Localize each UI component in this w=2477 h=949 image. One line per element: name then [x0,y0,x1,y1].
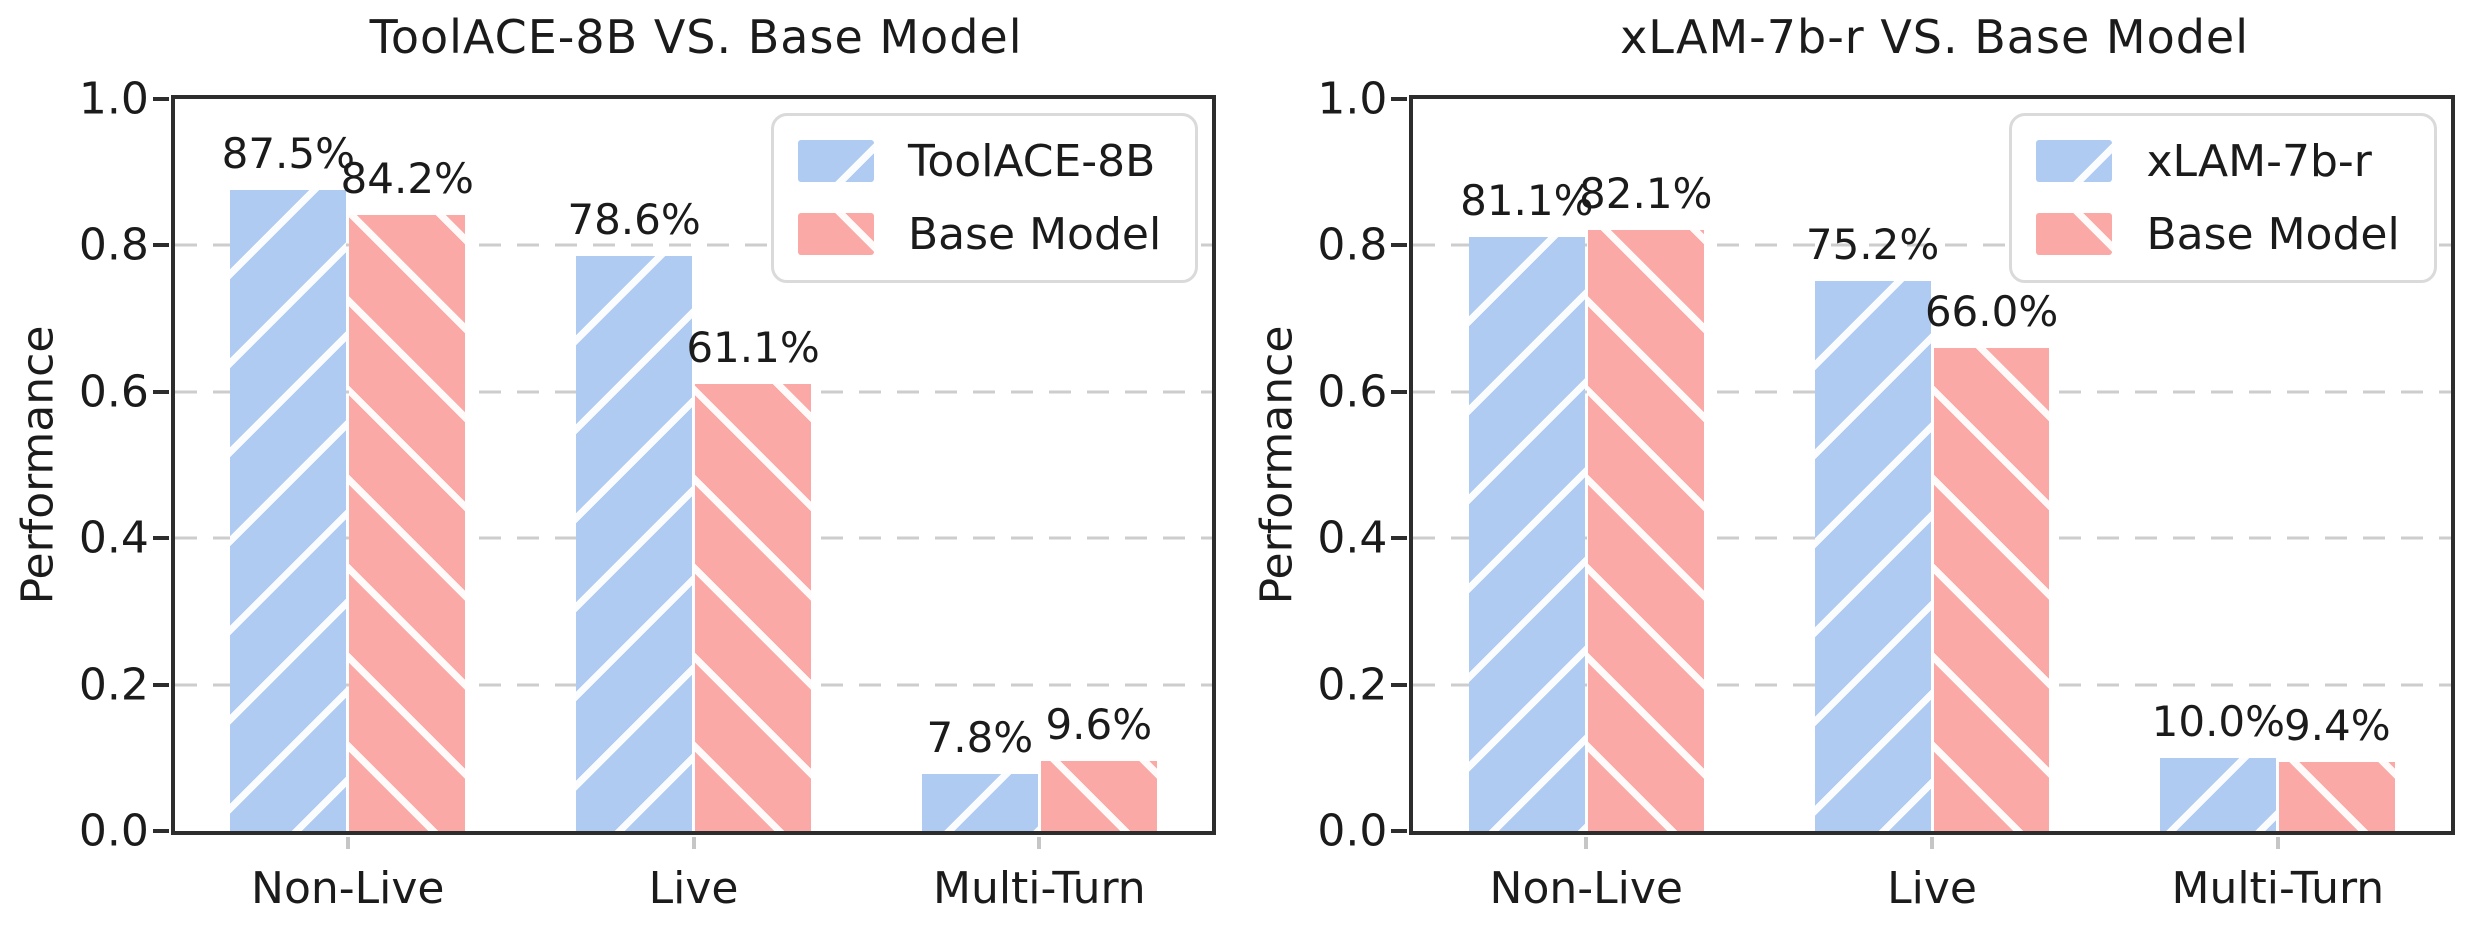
bar-value-label: 81.1% [1460,176,1594,226]
y-tick-mark [152,389,169,394]
y-tick-mark [1391,389,1408,394]
legend-label: Base Model [2146,208,2400,260]
y-tick-mark [152,243,169,248]
y-tick-label: 0.2 [78,659,149,711]
x-tick-mark [1584,837,1589,850]
chart-panel-toolace: ToolACE-8B VS. Base Model Performance 0.0 0… [12,10,1217,914]
grid-line [174,390,1213,394]
legend-swatch-toolace-8b [797,140,874,183]
plot-area: 0.0 0.2 0.4 0.6 0.8 1.0 Non-Live 87.5% 84.2% Live… [79,73,1217,914]
x-tick-label-live: Live [648,863,739,915]
y-tick-mark [152,829,169,834]
plot-area: 0.0 0.2 0.4 0.6 0.8 1.0 Non-Live 81.1% 82.1% Live… [1317,73,2455,914]
y-tick-mark [1391,243,1408,248]
y-tick-mark [1391,682,1408,687]
legend-label: xLAM-7b-r [2146,135,2372,187]
bar-xlam-7b-r-non-live [1468,237,1585,832]
bar-value-label: 9.4% [2283,701,2391,751]
x-tick-mark [1930,837,1935,850]
y-tick-label: 0.2 [1317,659,1388,711]
bar-value-label: 84.2% [340,153,474,203]
y-tick-label: 0.0 [78,805,149,857]
bar-base-model-live [1933,347,2050,832]
y-tick-label: 1.0 [1317,73,1388,125]
chart-title: xLAM-7b-r VS. Base Model [1620,10,2249,64]
y-tick-label: 0.8 [78,219,149,271]
x-tick-label-multi-turn: Multi-Turn [2171,863,2385,915]
y-axis-title: Performance [1251,325,1302,605]
bar-base-model-non-live [349,214,466,832]
bar-base-model-multi-turn [1040,760,1157,832]
y-tick-label: 0.4 [1317,512,1388,564]
x-tick-label-non-live: Non-Live [1489,863,1684,915]
x-tick-label-non-live: Non-Live [251,863,445,915]
bar-value-label: 75.2% [1805,219,1940,269]
legend-swatch-xlam-7b-r [2036,140,2113,183]
y-axis-title: Performance [12,325,64,605]
legend: ToolACE-8B Base Model [770,112,1199,283]
grid-line [174,683,1213,687]
grid-line [1413,243,2451,247]
grid-line [174,536,1213,540]
legend-item-base-model: Base Model [797,208,1162,260]
bar-toolace-8b-non-live [230,190,347,832]
bar-base-model-multi-turn [2279,762,2396,832]
x-tick-mark [345,837,350,850]
grid-line [1413,536,2451,540]
y-tick-label: 0.0 [1317,805,1388,857]
legend-item-toolace-8b: ToolACE-8B [797,135,1161,187]
bar-value-label: 87.5% [221,129,356,179]
y-tick-mark [152,96,169,101]
bar-value-label: 82.1% [1579,168,1713,218]
grid-line [1413,390,2451,394]
bar-value-label: 9.6% [1045,699,1153,749]
legend: xLAM-7b-r Base Model [2009,112,2437,283]
chart-panel-xlam: xLAM-7b-r VS. Base Model Performance 0.0 0.… [1239,0,2477,949]
y-tick-label: 0.6 [78,366,149,418]
x-tick-mark [2275,837,2280,850]
x-tick-label-live: Live [1887,863,1977,915]
y-tick-label: 0.6 [1317,366,1388,418]
y-tick-mark [1391,96,1408,101]
y-tick-label: 0.4 [78,512,149,564]
bar-xlam-7b-r-live [1814,280,1931,832]
legend-item-xlam-7b-r: xLAM-7b-r [2036,136,2399,187]
y-tick-label: 0.8 [1317,219,1388,271]
x-tick-label-multi-turn: Multi-Turn [932,863,1146,915]
y-tick-mark [1391,536,1408,541]
bar-value-label: 78.6% [567,194,701,244]
bar-value-label: 10.0% [2151,696,2286,746]
bar-xlam-7b-r-multi-turn [2160,757,2277,832]
grid-line [174,243,1213,247]
legend-swatch-base-model [797,213,874,256]
bar-toolace-8b-multi-turn [921,774,1038,832]
bar-value-label: 66.0% [1924,286,2059,336]
legend-item-base-model: Base Model [2036,208,2400,260]
grid-line [1413,683,2451,687]
x-tick-mark [691,837,696,850]
y-tick-mark [1391,829,1408,834]
y-tick-label: 1.0 [78,73,149,125]
legend-label: Base Model [907,208,1162,260]
y-tick-mark [152,536,169,541]
y-tick-mark [152,682,169,687]
bar-value-label: 61.1% [686,322,820,372]
bar-base-model-non-live [1587,229,1704,832]
bar-toolace-8b-live [576,255,692,832]
bar-value-label: 7.8% [926,713,1034,763]
legend-label: ToolACE-8B [907,135,1156,187]
chart-title: ToolACE-8B VS. Base Model [369,10,1023,64]
legend-swatch-base-model [2036,213,2113,256]
bar-base-model-live [695,383,811,832]
x-tick-mark [1037,837,1042,850]
